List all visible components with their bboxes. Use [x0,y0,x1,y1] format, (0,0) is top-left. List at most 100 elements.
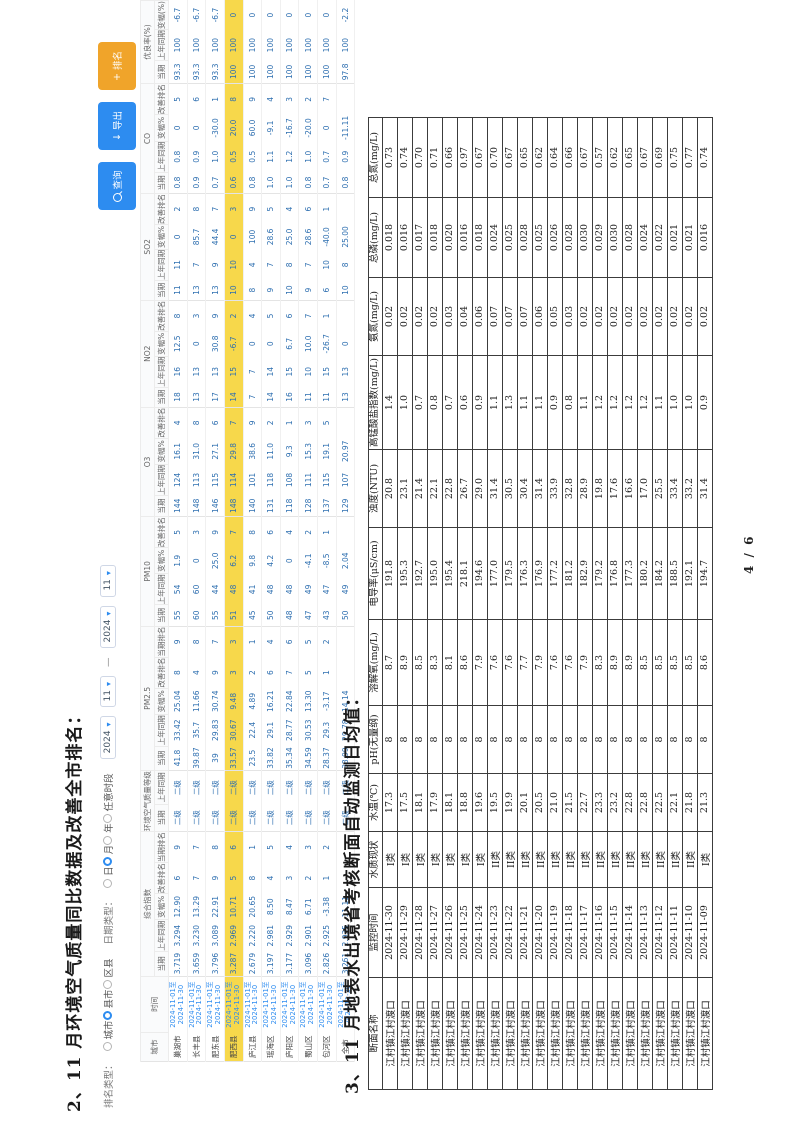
section-name-cell: 江村镇江村渡口 [487,977,503,1090]
value-cell: 30.5 [502,449,518,528]
radio-option[interactable]: 月 [101,845,115,867]
column-subheader: 上年同期 [154,141,169,173]
value-cell: 100 [280,29,299,61]
air-table-row[interactable]: 庐阳区 2024-11-01至2024-11-30 3.177 2.929 8.47 3 4… [280,0,299,1062]
value-cell: 1.0 [205,141,225,173]
value-cell: 107 [336,464,355,496]
value-cell: 29.1 [261,714,281,747]
value-cell: 8.3 [427,619,443,706]
water-table-row: 江村镇江村渡口 2024-11-16 II类 23.3 8 8.3 179.2 19.8 1.2… [592,117,608,1090]
column-subheader: 上年同期 [154,770,169,805]
value-cell: 6 [261,516,281,548]
value-cell: 3 [298,831,318,863]
date-cell: 2024-11-27 [427,887,443,978]
value-cell: 二级 [187,804,206,832]
value-cell: 2 [298,83,318,115]
value-cell: 4 [261,626,281,658]
radio-option[interactable]: 区县 [101,958,115,990]
value-cell: 2.679 [243,951,262,977]
value-cell: 7.6 [487,619,503,706]
value-cell: 0.07 [517,277,533,356]
value-cell: 177.2 [547,527,563,620]
value-cell: 8 [652,705,668,774]
value-cell: 7 [298,249,318,281]
air-table-row[interactable]: 瑶海区 2024-11-01至2024-11-30 3.197 2.981 8.50 4 5… [261,0,281,1062]
air-table-row[interactable]: 包河区 2024-11-01至2024-11-30 2.826 2.925 -3.38 1… [317,0,337,1062]
air-table-row[interactable]: 肥东县 2024-11-01至2024-11-30 3.796 3.089 22.91 9… [205,0,225,1062]
value-cell: 7 [205,193,225,225]
air-table-row[interactable]: 肥西县 2024-11-01至2024-11-30 3.287 2.969 10.71 5… [224,0,243,1062]
value-cell: 18 [168,387,188,408]
radio-option[interactable]: 任意时段 [101,773,115,824]
value-cell: 9 [205,300,225,332]
column-group-header: PM2.5 [140,626,155,771]
value-cell: 23.1 [397,449,413,528]
value-cell: 0.026 [547,197,563,278]
value-cell: 28.6 [298,224,318,250]
value-cell: 18.1 [442,773,458,832]
value-cell: 19.8 [592,449,608,528]
section-name-cell: 江村镇江村渡口 [532,977,548,1090]
value-cell: 0.02 [577,277,593,356]
value-cell: 39.87 [187,746,206,771]
value-cell: 113 [187,464,206,496]
value-cell: 16 [168,356,188,388]
value-cell: 35.34 [280,746,299,771]
value-cell: 二级 [298,804,318,832]
year-from-select[interactable]: 2024 ▾ [100,716,116,760]
value-cell: 0 [317,0,337,30]
value-cell: 0 [168,224,188,250]
value-cell: 85.7 [187,224,206,250]
column-subheader: 变幅% [154,114,169,142]
air-table-row[interactable]: 庐江县 2024-11-01至2024-11-30 2.679 2.220 20.65 8… [243,0,262,1062]
value-cell: 8 [637,705,653,774]
value-cell: 25.0 [205,547,225,574]
column-subheader: 变幅(%) [154,0,169,30]
value-cell: 8.5 [412,619,428,706]
month-to-select[interactable]: 11 ▾ [100,565,116,597]
air-quality-ranking-table: 城市 时间 综合指数 环境空气质量等级 PM2.5 PM10 O3 NO2 SO2 CO 优良率(%… [140,0,356,1062]
rank-button[interactable]: + 排名 [98,42,136,90]
export-button[interactable]: ↓ 导出 [98,102,136,150]
value-cell: 1.2 [622,355,638,450]
year-to-select[interactable]: 2024 ▾ [100,605,116,649]
value-cell: 9 [168,831,188,863]
radio-option[interactable]: 日 [101,866,115,888]
value-cell: 180.2 [637,527,653,620]
radio-option[interactable]: 县市 [101,989,115,1021]
value-cell: 7 [224,516,243,548]
value-cell: 8 [607,705,623,774]
value-cell [336,193,355,225]
value-cell: 176.8 [607,527,623,620]
value-cell: 177.3 [622,527,638,620]
water-table-row: 江村镇江村渡口 2024-11-14 II类 22.8 8 8.9 177.3 16.6 1.2… [622,117,638,1090]
city-cell: 肥东县 [205,1032,225,1062]
column-subheader: 变幅% [154,688,169,715]
query-button[interactable]: 查询 [98,162,136,210]
radio-option[interactable]: 年 [101,823,115,845]
value-cell: 3 [298,407,318,439]
value-cell: 8 [577,705,593,774]
section-name-cell: 江村镇江村渡口 [592,977,608,1090]
column-subheader: 上年同期 [154,356,169,388]
value-cell: 2 [317,831,337,863]
air-table-row[interactable]: 长丰县 2024-11-01至2024-11-30 3.659 3.230 13.29 7… [187,0,206,1062]
value-cell: 218.1 [457,527,473,620]
search-icon [112,192,122,202]
value-cell: 8 [243,280,262,301]
value-cell: 2 [298,516,318,548]
air-table-row[interactable]: 蜀山区 2024-11-01至2024-11-30 3.096 2.901 6.71 2 3… [298,0,318,1062]
section3-heading: 3、11 月地表水出境省考核断面自动监测日均值： [343,688,363,1094]
value-cell: 1 [317,862,337,894]
value-cell: 29.0 [472,449,488,528]
value-cell: 0.6 [224,172,243,194]
month-from-select[interactable]: 11 ▾ [100,675,116,708]
section-name-cell: 江村镇江村渡口 [682,977,698,1090]
radio-option[interactable]: 城市 [101,1020,115,1052]
air-table-row[interactable]: 巢湖市 2024-11-01至2024-11-30 3.719 3.294 12.90 6… [168,0,188,1062]
date-cell: 2024-11-14 [622,887,638,978]
section-name-cell: 江村镇江村渡口 [562,977,578,1090]
radio-label: 日 [103,866,115,876]
value-cell: II类 [517,831,533,888]
value-cell: 3.177 [280,951,299,977]
